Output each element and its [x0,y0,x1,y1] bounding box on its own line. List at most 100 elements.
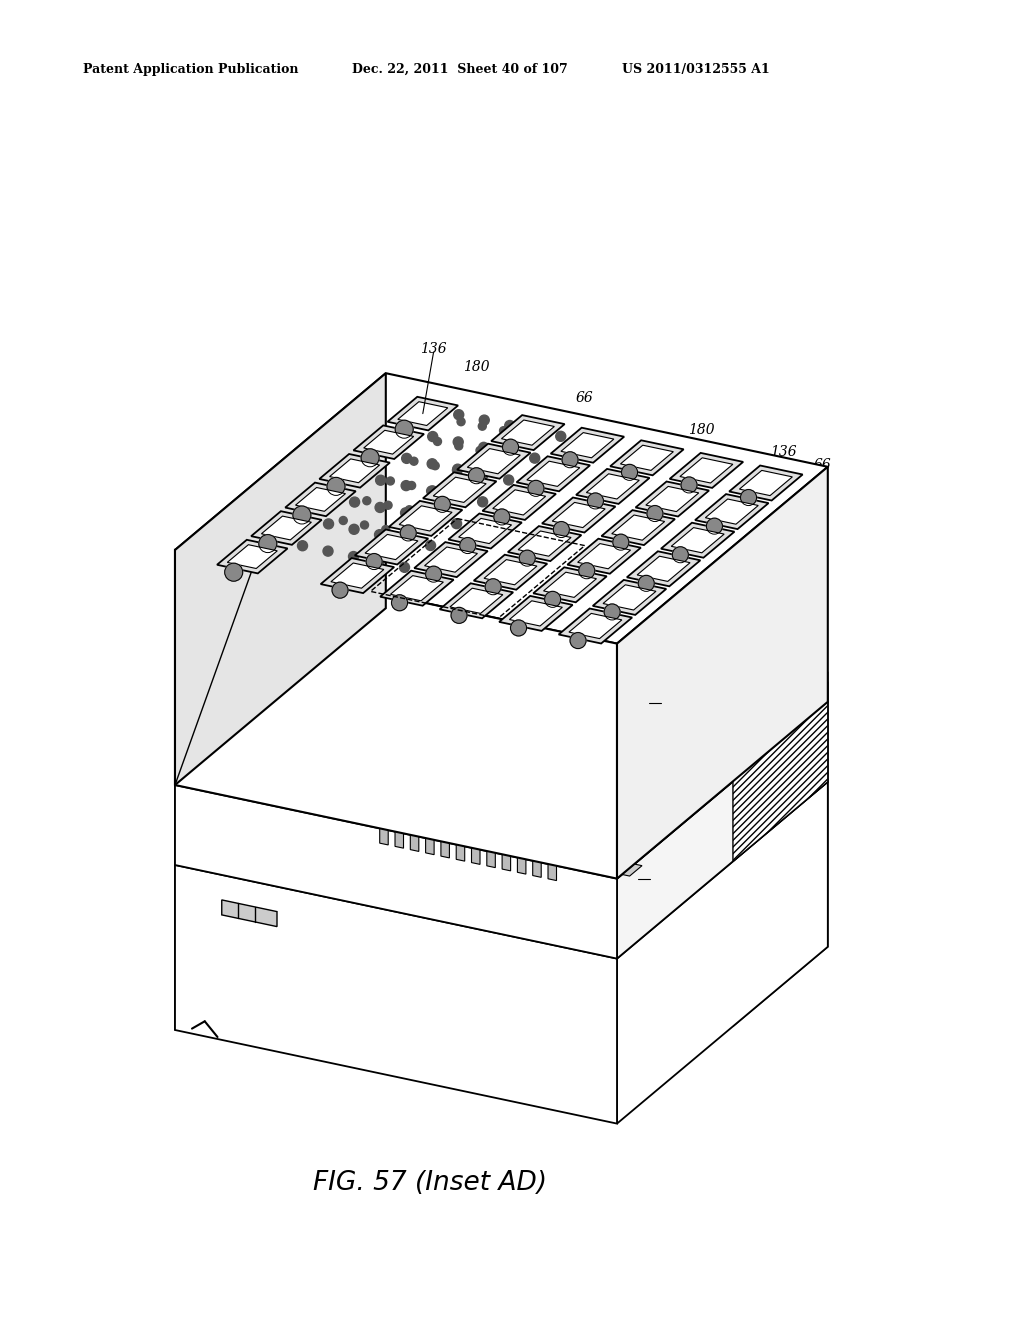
Circle shape [451,607,467,623]
Polygon shape [439,583,513,618]
Polygon shape [706,499,758,524]
Polygon shape [664,770,712,791]
Polygon shape [302,710,371,741]
Circle shape [374,557,384,568]
Circle shape [500,426,508,434]
Polygon shape [175,609,827,879]
Polygon shape [302,731,346,763]
Polygon shape [366,723,392,771]
Circle shape [339,516,347,524]
Circle shape [367,553,382,569]
Circle shape [426,513,436,523]
Circle shape [478,470,488,479]
Polygon shape [578,544,631,569]
Polygon shape [510,601,562,626]
Polygon shape [469,817,517,838]
Circle shape [427,486,436,496]
Circle shape [348,552,358,561]
Text: ~100: ~100 [664,697,701,711]
Circle shape [401,480,411,491]
Text: 180: 180 [463,360,489,375]
Polygon shape [566,793,614,814]
Polygon shape [302,710,329,756]
Polygon shape [471,829,496,845]
Circle shape [498,451,505,459]
Polygon shape [395,813,419,828]
Circle shape [400,535,410,545]
Circle shape [406,506,414,513]
Polygon shape [585,678,611,725]
Polygon shape [617,781,827,1123]
Polygon shape [411,830,419,851]
Circle shape [478,422,486,430]
Polygon shape [532,855,542,878]
Polygon shape [554,850,574,862]
Polygon shape [532,842,557,858]
Polygon shape [529,667,599,697]
Polygon shape [175,865,617,1123]
Polygon shape [617,702,827,958]
Polygon shape [321,558,394,593]
Text: 178: 178 [263,911,290,925]
Polygon shape [492,414,564,450]
Circle shape [504,475,514,484]
Polygon shape [569,808,638,838]
Circle shape [673,546,688,562]
Polygon shape [598,746,642,779]
Circle shape [455,442,463,450]
Polygon shape [650,723,699,743]
Polygon shape [376,756,425,777]
Polygon shape [695,702,765,733]
Polygon shape [175,785,617,958]
Circle shape [681,477,697,492]
Text: 228: 228 [250,554,276,569]
Circle shape [453,491,462,502]
Polygon shape [484,560,537,585]
Polygon shape [548,846,572,861]
Polygon shape [331,564,384,589]
Polygon shape [502,836,526,851]
Polygon shape [386,640,456,669]
Polygon shape [552,503,605,528]
Polygon shape [653,758,697,791]
Polygon shape [324,759,392,789]
Circle shape [588,492,603,510]
Circle shape [476,446,484,454]
Polygon shape [610,441,684,475]
Polygon shape [617,781,827,1123]
Circle shape [224,564,243,581]
Polygon shape [344,675,414,705]
Text: FIG. 57 (Inset AD): FIG. 57 (Inset AD) [313,1170,547,1196]
Polygon shape [611,515,665,540]
Circle shape [478,442,488,453]
Polygon shape [501,750,569,779]
Polygon shape [445,738,514,768]
Circle shape [375,503,385,512]
Polygon shape [425,546,477,572]
Circle shape [570,632,586,648]
Polygon shape [457,444,530,479]
Polygon shape [561,433,613,458]
Polygon shape [354,529,428,565]
Polygon shape [739,470,793,495]
Polygon shape [387,397,458,430]
Polygon shape [543,714,569,760]
Polygon shape [403,793,447,826]
Text: Patent Application Publication: Patent Application Publication [83,63,299,77]
Circle shape [361,449,379,467]
Circle shape [426,566,441,582]
Circle shape [323,546,333,556]
Polygon shape [611,793,655,826]
Polygon shape [646,486,698,512]
Polygon shape [319,454,390,487]
Polygon shape [501,750,527,796]
Polygon shape [622,865,642,876]
Polygon shape [487,702,556,733]
Polygon shape [330,459,380,483]
Text: 66: 66 [813,458,831,471]
Polygon shape [450,589,503,614]
Polygon shape [366,744,410,777]
Circle shape [740,490,757,506]
Circle shape [259,535,276,553]
Polygon shape [611,772,680,803]
